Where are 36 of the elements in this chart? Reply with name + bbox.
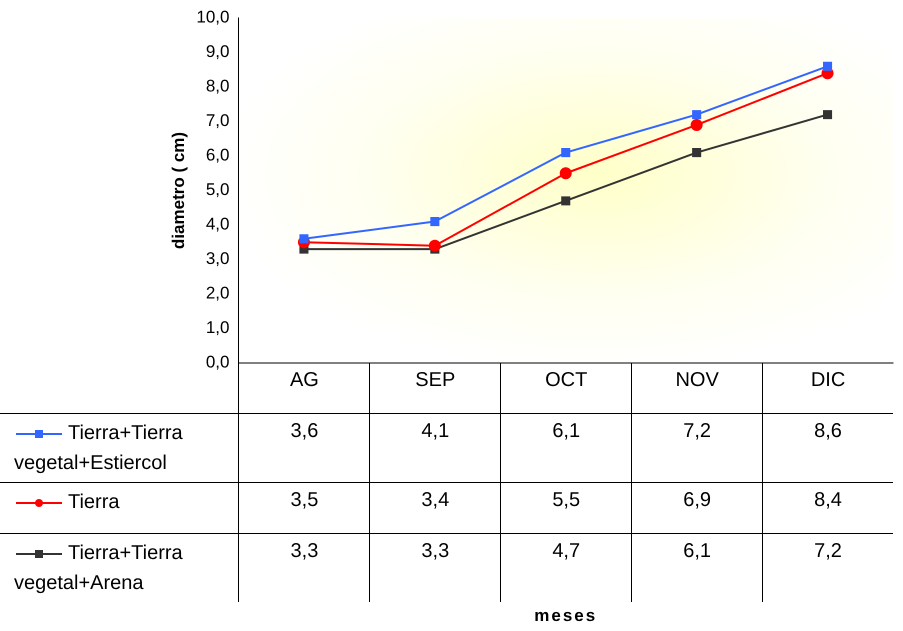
data-label: 7,2	[762, 534, 893, 602]
y-tick-label: 8,0	[206, 76, 230, 96]
y-tick-label: 3,0	[206, 249, 230, 268]
y-tick-label: 1,0	[206, 318, 230, 338]
y-tick-label: 5,0	[206, 180, 230, 200]
x-tick-label: DIC	[762, 363, 893, 413]
data-label: 3,3	[238, 534, 370, 602]
legend-label: Tierra+Tierra vegetal+Arena	[14, 542, 183, 594]
data-label: 3,6	[238, 414, 370, 482]
legend-label: Tierra	[67, 491, 120, 513]
data-label: 5,5	[500, 483, 632, 533]
data-label: 4,7	[500, 534, 632, 602]
x-tick-label: SEP	[369, 363, 500, 413]
text: meses	[533, 606, 598, 626]
y-axis-title: diametro ( cm)	[168, 132, 188, 250]
x-tick-label: AG	[238, 363, 370, 413]
x-tick-label: NOV	[631, 363, 762, 413]
data-label: 8,6	[762, 414, 893, 482]
y-tick-label: 6,0	[206, 146, 230, 165]
data-label: 4,1	[369, 414, 500, 482]
data-label: 3,5	[238, 483, 370, 533]
data-label: 6,1	[631, 534, 762, 602]
y-tick-label: 0,0	[206, 352, 230, 372]
y-tick-label: 7,0	[206, 111, 230, 130]
data-label: 6,9	[631, 483, 762, 533]
y-tick-label: 10,0	[196, 8, 230, 27]
y-tick-label: 4,0	[206, 214, 230, 234]
y-tick-label: 9,0	[206, 42, 230, 62]
x-tick-label: OCT	[500, 363, 632, 413]
data-label: 6,1	[500, 414, 632, 482]
data-label: 3,3	[369, 534, 500, 602]
data-label: 7,2	[631, 414, 762, 482]
y-tick-label: 2,0	[206, 284, 230, 303]
data-label: 8,4	[762, 483, 893, 533]
legend-label: Tierra+Tierra vegetal+Estiercol	[14, 422, 183, 474]
data-label: 3,4	[369, 483, 500, 533]
